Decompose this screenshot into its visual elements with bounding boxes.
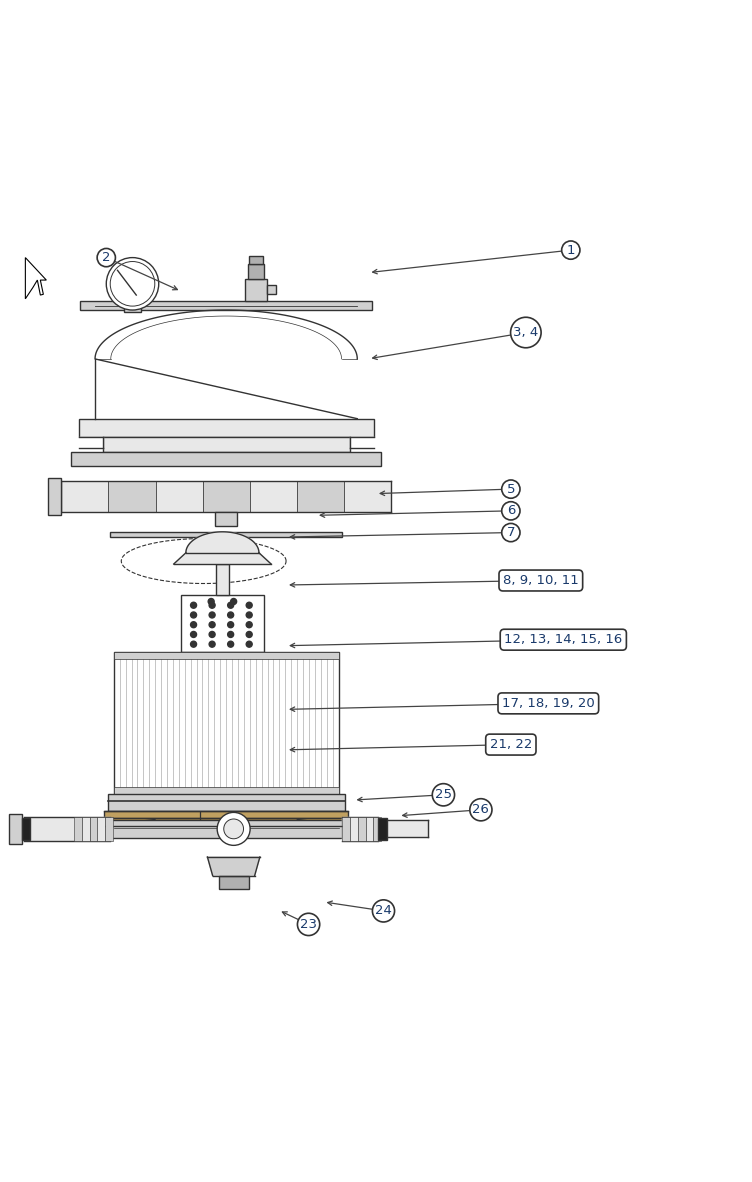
- Circle shape: [228, 641, 234, 648]
- Text: 17, 18, 19, 20: 17, 18, 19, 20: [502, 697, 595, 710]
- Circle shape: [190, 631, 196, 637]
- Text: 26: 26: [472, 804, 490, 817]
- Circle shape: [190, 622, 196, 628]
- Text: 24: 24: [375, 904, 392, 917]
- Bar: [215, 512, 238, 526]
- Circle shape: [209, 612, 215, 618]
- Bar: [250, 481, 297, 512]
- Polygon shape: [26, 258, 47, 299]
- Circle shape: [246, 641, 252, 648]
- Bar: [104, 811, 348, 818]
- Circle shape: [190, 612, 196, 618]
- Bar: [350, 817, 358, 840]
- Bar: [216, 564, 229, 596]
- Bar: [110, 819, 342, 838]
- Bar: [358, 817, 365, 840]
- Circle shape: [111, 261, 155, 306]
- Bar: [250, 256, 263, 264]
- Polygon shape: [342, 817, 378, 840]
- Bar: [181, 596, 264, 651]
- Text: 8, 9, 10, 11: 8, 9, 10, 11: [503, 574, 579, 587]
- Text: 23: 23: [300, 918, 317, 931]
- Bar: [102, 437, 350, 453]
- Bar: [48, 478, 62, 515]
- Bar: [127, 301, 138, 310]
- Circle shape: [209, 603, 215, 609]
- Bar: [342, 817, 350, 840]
- Bar: [9, 814, 23, 844]
- Bar: [374, 817, 381, 840]
- Text: 12, 13, 14, 15, 16: 12, 13, 14, 15, 16: [504, 634, 623, 647]
- Bar: [62, 481, 108, 512]
- Bar: [108, 481, 156, 512]
- Bar: [98, 817, 105, 840]
- Text: 5: 5: [507, 482, 515, 495]
- Polygon shape: [78, 437, 102, 448]
- Text: 6: 6: [507, 505, 515, 518]
- Bar: [80, 301, 372, 310]
- Circle shape: [228, 622, 234, 628]
- Polygon shape: [24, 817, 110, 840]
- Text: 7: 7: [507, 526, 515, 539]
- Polygon shape: [186, 532, 259, 553]
- Bar: [104, 818, 348, 825]
- Bar: [378, 818, 387, 839]
- Bar: [82, 817, 89, 840]
- Circle shape: [224, 819, 244, 839]
- Bar: [74, 817, 82, 840]
- Bar: [89, 817, 98, 840]
- Bar: [344, 481, 391, 512]
- Circle shape: [246, 622, 252, 628]
- Bar: [297, 481, 344, 512]
- Text: 3, 4: 3, 4: [513, 326, 538, 339]
- Bar: [71, 453, 381, 466]
- Polygon shape: [174, 553, 271, 564]
- Bar: [219, 876, 249, 889]
- Circle shape: [228, 631, 234, 637]
- Circle shape: [190, 603, 196, 609]
- Text: 25: 25: [435, 788, 452, 801]
- Circle shape: [231, 598, 237, 604]
- Bar: [105, 817, 113, 840]
- Bar: [248, 264, 265, 279]
- Text: 21, 22: 21, 22: [490, 738, 532, 751]
- Bar: [156, 481, 202, 512]
- Bar: [202, 481, 250, 512]
- Bar: [124, 301, 141, 312]
- Circle shape: [217, 812, 250, 845]
- Circle shape: [190, 641, 196, 648]
- Circle shape: [208, 598, 214, 604]
- Circle shape: [246, 603, 252, 609]
- Polygon shape: [95, 310, 357, 418]
- Circle shape: [228, 603, 234, 609]
- Circle shape: [209, 622, 215, 628]
- Polygon shape: [104, 819, 348, 825]
- Circle shape: [246, 631, 252, 637]
- Circle shape: [246, 612, 252, 618]
- Bar: [268, 285, 276, 294]
- Circle shape: [228, 612, 234, 618]
- Bar: [108, 794, 344, 811]
- Text: 1: 1: [566, 243, 575, 256]
- Bar: [114, 786, 338, 794]
- Polygon shape: [387, 820, 429, 837]
- Polygon shape: [208, 857, 260, 876]
- Bar: [23, 818, 30, 839]
- Polygon shape: [350, 437, 374, 448]
- Bar: [245, 279, 268, 301]
- Circle shape: [209, 641, 215, 648]
- Bar: [114, 651, 338, 794]
- Bar: [110, 532, 342, 537]
- Bar: [114, 651, 338, 660]
- Text: 2: 2: [102, 251, 111, 264]
- Circle shape: [106, 258, 159, 310]
- Circle shape: [209, 631, 215, 637]
- Bar: [365, 817, 374, 840]
- Bar: [78, 418, 374, 437]
